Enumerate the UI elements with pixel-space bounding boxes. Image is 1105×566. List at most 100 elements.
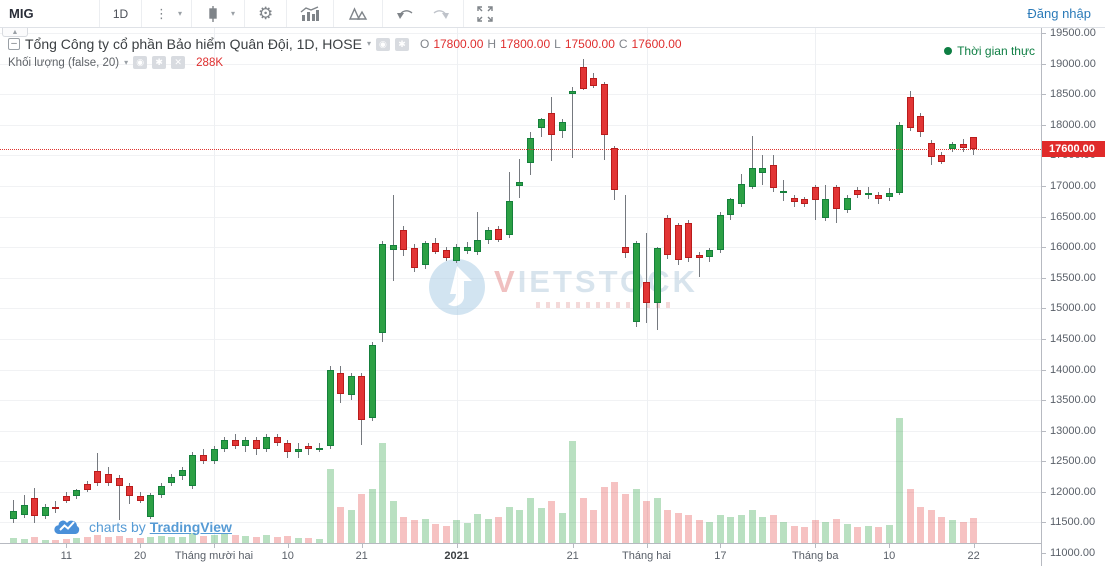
volume-bar[interactable] [664, 510, 672, 543]
candle[interactable] [453, 247, 461, 261]
volume-bar[interactable] [115, 536, 123, 543]
candle[interactable] [62, 496, 70, 501]
volume-bar[interactable] [811, 520, 819, 543]
candle[interactable] [294, 449, 302, 453]
volume-bar[interactable] [579, 497, 587, 543]
candle[interactable] [664, 218, 672, 256]
legend-collapse-icon[interactable]: – [8, 38, 20, 50]
candle[interactable] [938, 155, 946, 163]
candle[interactable] [970, 137, 978, 150]
chevron-down-icon[interactable]: ▾ [231, 8, 236, 18]
volume-bar[interactable] [885, 524, 893, 543]
volume-bar[interactable] [537, 508, 545, 543]
candle[interactable] [115, 478, 123, 486]
volume-bar[interactable] [62, 538, 70, 543]
candle[interactable] [516, 182, 524, 186]
indicators-icon[interactable] [296, 0, 324, 27]
candle[interactable] [548, 113, 556, 136]
candle[interactable] [674, 225, 682, 260]
candle[interactable] [611, 148, 619, 191]
candle[interactable] [273, 436, 281, 443]
volume-bar[interactable] [358, 494, 366, 543]
plot-area[interactable]: ▲ – Tổng Công ty cổ phần Bảo hiểm Quân Đ… [0, 28, 1041, 543]
volume-bar[interactable] [653, 497, 661, 543]
candle[interactable] [906, 97, 914, 129]
login-button[interactable]: Đăng nhập [1013, 0, 1105, 27]
volume-bar[interactable] [453, 520, 461, 543]
volume-bar[interactable] [210, 534, 218, 543]
candle[interactable] [432, 243, 439, 252]
volume-bar[interactable] [875, 526, 883, 543]
undo-icon[interactable] [392, 0, 420, 27]
candle[interactable] [738, 183, 745, 204]
candle[interactable] [748, 168, 756, 187]
volume-bar[interactable] [569, 440, 577, 543]
volume-bar[interactable] [442, 525, 450, 543]
volume-bar[interactable] [294, 537, 302, 543]
candle[interactable] [379, 244, 387, 333]
candle[interactable] [769, 165, 777, 189]
volume-bar[interactable] [484, 518, 492, 543]
volume-bar[interactable] [41, 539, 49, 543]
volume-bar[interactable] [558, 512, 566, 543]
candle[interactable] [20, 505, 28, 516]
volume-bar[interactable] [917, 506, 925, 543]
volume-bar[interactable] [854, 527, 861, 543]
candle[interactable] [284, 442, 292, 453]
candle[interactable] [632, 243, 640, 322]
volume-bar[interactable] [94, 535, 102, 543]
volume-bar[interactable] [347, 510, 355, 543]
candle[interactable] [537, 118, 545, 128]
candle[interactable] [358, 375, 366, 421]
volume-bar[interactable] [178, 537, 186, 543]
redo-icon[interactable] [426, 0, 454, 27]
candle[interactable] [790, 197, 798, 203]
volume-bar[interactable] [896, 418, 904, 543]
gear-icon[interactable]: ⚙ [258, 3, 274, 23]
volume-bar[interactable] [368, 489, 376, 543]
candle[interactable] [94, 471, 102, 483]
eye-icon[interactable]: ◉ [133, 56, 148, 69]
volume-bar[interactable] [748, 510, 756, 543]
volume-bar[interactable] [73, 538, 81, 543]
candle[interactable] [590, 78, 598, 86]
volume-bar[interactable] [252, 536, 260, 543]
candle[interactable] [811, 186, 819, 201]
candle[interactable] [695, 254, 703, 259]
volume-bar[interactable] [790, 525, 798, 543]
candle[interactable] [801, 199, 809, 205]
volume-bar[interactable] [136, 538, 144, 543]
volume-bar[interactable] [674, 512, 682, 543]
volume-bar[interactable] [590, 510, 598, 543]
candle[interactable] [189, 455, 197, 486]
candle[interactable] [326, 370, 334, 446]
candle[interactable] [727, 198, 735, 216]
candle[interactable] [685, 223, 693, 259]
candle[interactable] [474, 240, 482, 252]
volume-bar[interactable] [126, 537, 134, 543]
candle[interactable] [316, 447, 323, 450]
volume-bar[interactable] [505, 506, 513, 543]
candle[interactable] [210, 449, 218, 462]
candle[interactable] [949, 143, 956, 150]
volume-bar[interactable] [221, 533, 228, 543]
volume-bar[interactable] [52, 540, 60, 543]
candle[interactable] [822, 198, 830, 219]
candle[interactable] [105, 473, 112, 483]
volume-bar[interactable] [105, 536, 112, 543]
volume-bar[interactable] [949, 520, 956, 543]
time-axis[interactable]: 11 20 Tháng mười hai 10 21 2021 21 Tháng hai 17 T… [0, 543, 1041, 566]
volume-bar[interactable] [643, 501, 650, 543]
candle[interactable] [463, 246, 471, 252]
volume-bar[interactable] [31, 536, 39, 543]
drawing-panel-collapse-handle[interactable]: ▲ [2, 28, 28, 37]
volume-bar[interactable] [400, 517, 408, 543]
volume-bar[interactable] [959, 522, 967, 543]
candle[interactable] [263, 436, 271, 449]
candle[interactable] [621, 247, 629, 254]
volume-bar[interactable] [305, 538, 313, 543]
chevron-down-icon[interactable]: ▾ [366, 39, 371, 48]
candle[interactable] [10, 510, 17, 520]
candle[interactable] [917, 115, 925, 133]
candle[interactable] [442, 250, 450, 259]
